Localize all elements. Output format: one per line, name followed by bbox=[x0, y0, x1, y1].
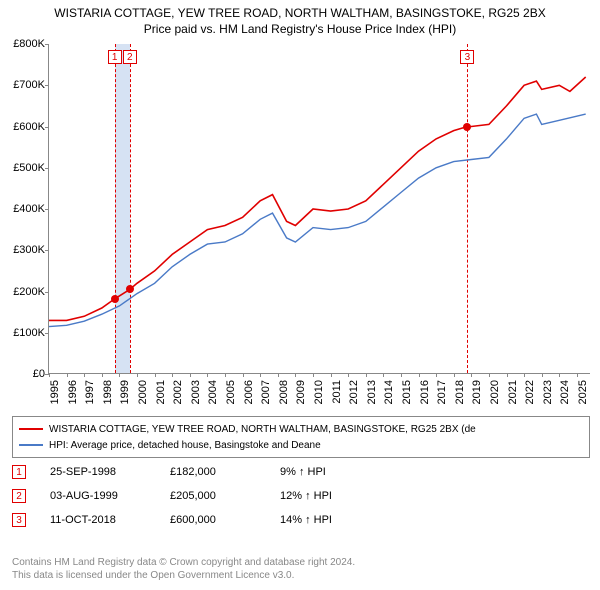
sales-date: 03-AUG-1999 bbox=[50, 490, 170, 502]
marker-point bbox=[126, 285, 134, 293]
y-tick-label: £800K bbox=[1, 38, 45, 50]
sales-delta: 14% ↑ HPI bbox=[280, 514, 400, 526]
sales-index-box: 2 bbox=[12, 489, 26, 503]
marker-point bbox=[463, 123, 471, 131]
y-tick-label: £700K bbox=[1, 79, 45, 91]
sales-price: £600,000 bbox=[170, 514, 280, 526]
series-hpi bbox=[49, 114, 586, 327]
title-block: WISTARIA COTTAGE, YEW TREE ROAD, NORTH W… bbox=[0, 0, 600, 38]
sales-row: 2 03-AUG-1999£205,00012% ↑ HPI bbox=[12, 484, 590, 508]
marker-number-box: 3 bbox=[460, 50, 474, 64]
sales-date: 11-OCT-2018 bbox=[50, 514, 170, 526]
line-series-svg bbox=[49, 44, 591, 374]
title-line2: Price paid vs. HM Land Registry's House … bbox=[8, 22, 592, 36]
y-tick-label: £300K bbox=[1, 244, 45, 256]
sales-price: £205,000 bbox=[170, 490, 280, 502]
y-tick-label: £500K bbox=[1, 162, 45, 174]
footer-attribution: Contains HM Land Registry data © Crown c… bbox=[12, 556, 590, 582]
sales-table: 1 25-SEP-1998£182,0009% ↑ HPI 2 03-AUG-1999… bbox=[12, 460, 590, 532]
chart-area: £0£100K£200K£300K£400K£500K£600K£700K£80… bbox=[48, 44, 590, 374]
marker-number-box: 1 bbox=[108, 50, 122, 64]
footer-line1: Contains HM Land Registry data © Crown c… bbox=[12, 556, 590, 569]
sales-price: £182,000 bbox=[170, 466, 280, 478]
sales-row: 1 25-SEP-1998£182,0009% ↑ HPI bbox=[12, 460, 590, 484]
y-tick-label: £100K bbox=[1, 327, 45, 339]
sales-delta: 9% ↑ HPI bbox=[280, 466, 400, 478]
sales-index-box: 3 bbox=[12, 513, 26, 527]
y-tick-label: £400K bbox=[1, 203, 45, 215]
chart-container: WISTARIA COTTAGE, YEW TREE ROAD, NORTH W… bbox=[0, 0, 600, 590]
sales-index-box: 1 bbox=[12, 465, 26, 479]
sales-row: 3 11-OCT-2018£600,00014% ↑ HPI bbox=[12, 508, 590, 532]
legend: WISTARIA COTTAGE, YEW TREE ROAD, NORTH W… bbox=[12, 416, 590, 458]
y-tick-label: £600K bbox=[1, 121, 45, 133]
legend-swatch bbox=[19, 428, 43, 430]
legend-label: WISTARIA COTTAGE, YEW TREE ROAD, NORTH W… bbox=[49, 424, 476, 435]
y-tick-label: £0 bbox=[1, 368, 45, 380]
y-tick-label: £200K bbox=[1, 286, 45, 298]
legend-label: HPI: Average price, detached house, Basi… bbox=[49, 440, 321, 451]
marker-number-box: 2 bbox=[123, 50, 137, 64]
legend-item: HPI: Average price, detached house, Basi… bbox=[19, 437, 583, 453]
sales-delta: 12% ↑ HPI bbox=[280, 490, 400, 502]
plot-region: £0£100K£200K£300K£400K£500K£600K£700K£80… bbox=[48, 44, 590, 374]
series-property bbox=[49, 77, 586, 320]
marker-point bbox=[111, 295, 119, 303]
legend-swatch bbox=[19, 444, 43, 446]
legend-item: WISTARIA COTTAGE, YEW TREE ROAD, NORTH W… bbox=[19, 421, 583, 437]
footer-line2: This data is licensed under the Open Gov… bbox=[12, 569, 590, 582]
sales-date: 25-SEP-1998 bbox=[50, 466, 170, 478]
title-line1: WISTARIA COTTAGE, YEW TREE ROAD, NORTH W… bbox=[8, 6, 592, 20]
